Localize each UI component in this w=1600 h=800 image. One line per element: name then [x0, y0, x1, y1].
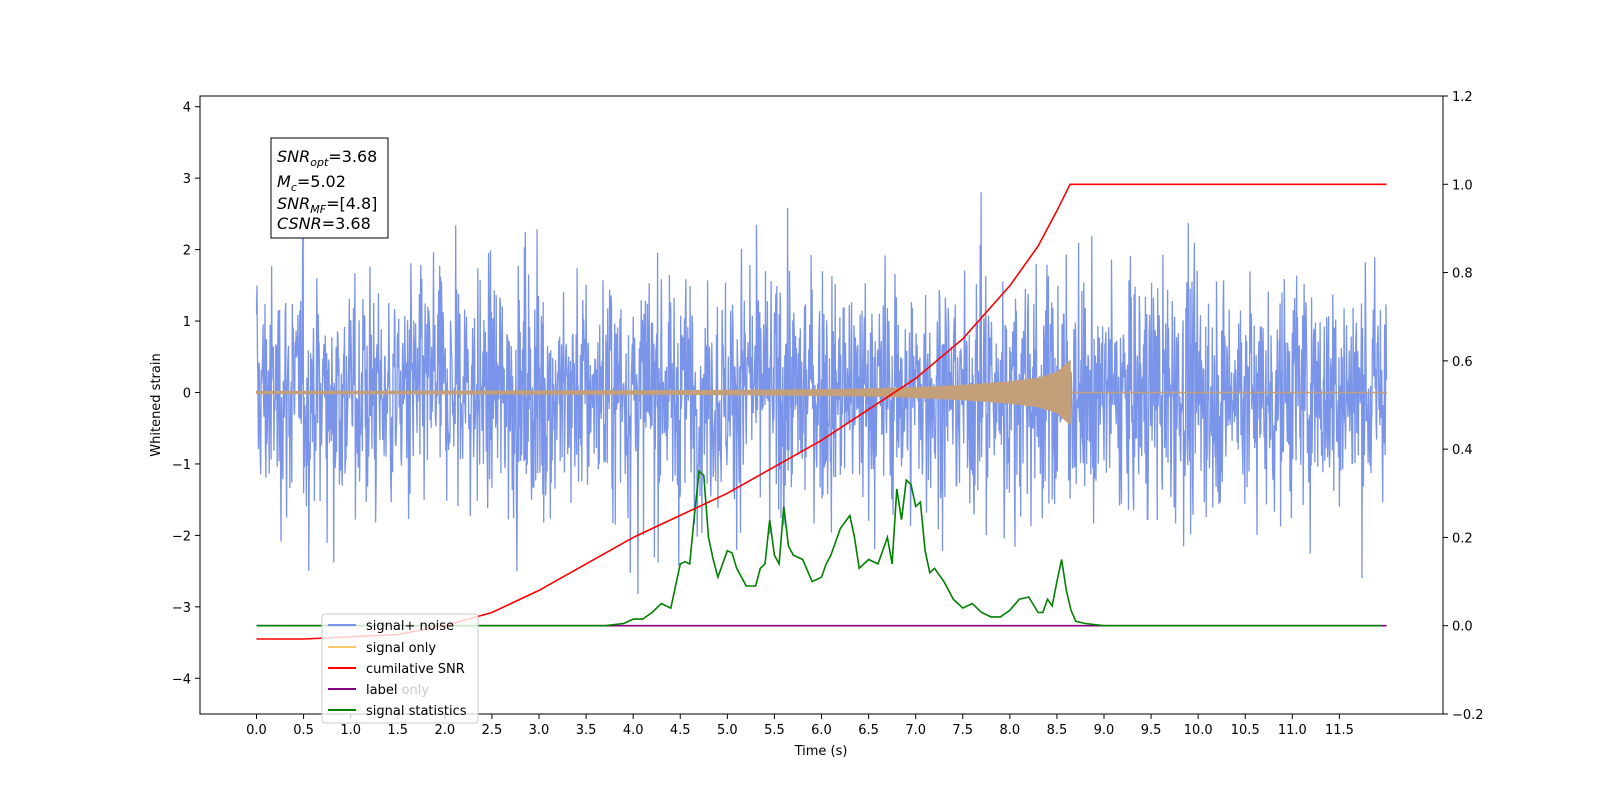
y-tick-label: −1: [172, 458, 191, 473]
legend-label-signal-statistics: signal statistics: [366, 704, 467, 719]
x-tick-label: 5.5: [764, 723, 785, 738]
plot-area: [255, 183, 1388, 640]
y-tick-label: 2: [183, 244, 191, 259]
series-signal-statistics: [256, 469, 1382, 627]
x-tick-label: 7.0: [905, 723, 926, 738]
x-tick-label: 8.0: [999, 723, 1020, 738]
x-tick-label: 11.0: [1278, 723, 1307, 738]
legend-label-cumulative-snr: cumilative SNR: [366, 662, 465, 677]
x-tick-label: 6.5: [858, 723, 879, 738]
x-tick-label: 7.5: [952, 723, 973, 738]
info-csnr: CSNR=3.68: [277, 214, 371, 233]
x-tick-label: 1.0: [340, 723, 361, 738]
x-axis-label: Time (s): [794, 744, 848, 759]
y2-tick-label: 0.0: [1452, 620, 1473, 635]
y2-tick-label: 0.2: [1452, 531, 1473, 546]
x-tick-label: 4.0: [623, 723, 644, 738]
y-tick-label: −2: [172, 529, 191, 544]
y-axis-right: 1.2 1.0 0.8 0.6 0.4 0.2 0.0 −0.2: [1443, 90, 1484, 723]
info-snr-mf: SNRMF=[4.8]: [277, 194, 377, 216]
legend-label-signal-noise: signal+ noise: [366, 619, 454, 634]
series-signal-noise: [255, 192, 1388, 594]
x-tick-label: 6.0: [811, 723, 832, 738]
y-tick-label: −3: [172, 601, 191, 616]
info-box: SNRopt=3.68 Mc=5.02 SNRMF=[4.8] CSNR=3.6…: [270, 137, 389, 239]
x-tick-label: 2.0: [434, 723, 455, 738]
x-tick-label: 1.5: [387, 723, 408, 738]
x-tick-label: 10.0: [1184, 723, 1213, 738]
x-tick-label: 10.5: [1231, 723, 1260, 738]
x-tick-label: 0.5: [293, 723, 314, 738]
legend: label only signal+ noise signal only cum…: [321, 613, 479, 724]
y2-tick-label: 0.4: [1452, 443, 1473, 458]
y2-tick-label: 0.8: [1452, 267, 1473, 282]
x-tick-label: 3.5: [576, 723, 597, 738]
x-tick-label: 11.5: [1325, 723, 1354, 738]
y-tick-label: −4: [172, 672, 191, 687]
y2-tick-label: 1.0: [1452, 178, 1473, 193]
info-chirp-mass: Mc=5.02: [277, 172, 346, 194]
series-signal-only: [256, 359, 1387, 426]
x-tick-label: 2.5: [482, 723, 503, 738]
x-tick-label: 9.5: [1141, 723, 1162, 738]
y2-tick-label: 1.2: [1452, 90, 1473, 105]
y2-tick-label: 0.6: [1452, 355, 1473, 370]
legend-label-signal-only: signal only: [366, 641, 436, 656]
y-tick-label: 0: [183, 386, 191, 401]
legend-label-label: label: [366, 683, 397, 698]
y-axis-left: 4 3 2 1 0 −1 −2 −3 −4: [172, 101, 200, 687]
x-tick-label: 9.0: [1094, 723, 1115, 738]
y-tick-label: 1: [183, 315, 191, 330]
info-snr-opt: SNRopt=3.68: [277, 147, 377, 169]
legend-frame: [321, 613, 479, 724]
legend-overlap-text: label only: [366, 683, 429, 698]
x-tick-label: 0.0: [246, 723, 267, 738]
y-tick-label: 3: [183, 172, 191, 187]
x-tick-label: 4.5: [670, 723, 691, 738]
info-box-frame: [270, 137, 389, 239]
x-tick-label: 8.5: [1047, 723, 1068, 738]
y2-tick-label: −0.2: [1452, 708, 1484, 723]
x-tick-label: 5.0: [717, 723, 738, 738]
x-axis: 0.0 0.5 1.0 1.5 2.0 2.5 3.0 3.5 4.0 4.5 5.0 5.5 6.0 6…: [246, 714, 1354, 738]
y-axis-label: Whitened strain: [149, 353, 164, 456]
y-tick-label: 4: [183, 101, 191, 116]
x-tick-label: 3.0: [529, 723, 550, 738]
